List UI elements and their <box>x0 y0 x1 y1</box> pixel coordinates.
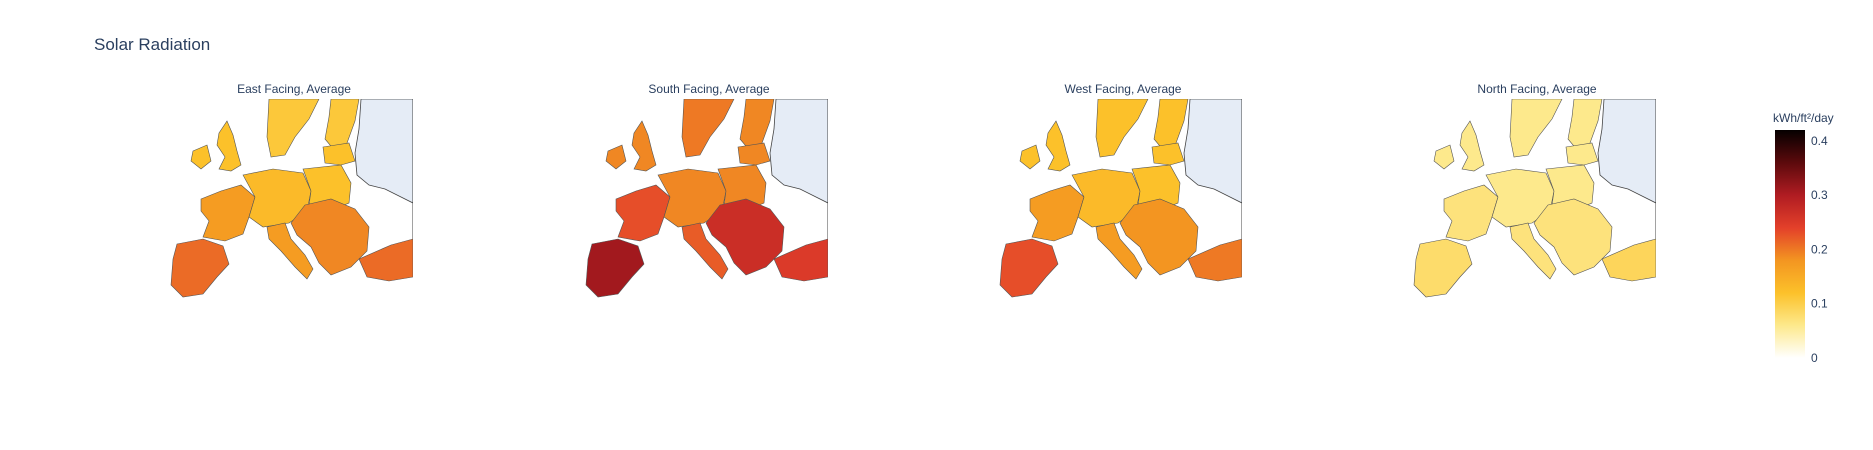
background-land <box>1183 99 1242 204</box>
region-uk[interactable] <box>631 120 657 172</box>
region-turkey[interactable] <box>773 238 828 282</box>
colorbar-tick-label: 0.1 <box>1811 297 1828 311</box>
map-panel-1: East Facing, Average <box>170 82 413 298</box>
region-iberia[interactable] <box>585 238 645 298</box>
colorbar-gradient <box>1775 130 1805 358</box>
panel-title: North Facing, Average <box>1477 82 1597 96</box>
region-ireland[interactable] <box>605 144 627 170</box>
figure-title: Solar Radiation <box>94 35 210 54</box>
region-baltics[interactable] <box>1565 142 1599 166</box>
region-scandinavia[interactable] <box>681 99 735 158</box>
region-baltics[interactable] <box>737 142 771 166</box>
background-land <box>769 99 828 204</box>
region-italy[interactable] <box>1095 222 1143 280</box>
map-geo <box>999 99 1242 298</box>
region-iberia[interactable] <box>170 238 230 298</box>
colorbar-tick-label: 0.4 <box>1811 134 1828 148</box>
map-panels: East Facing, Average South Facing, Averag… <box>170 82 1656 298</box>
panel-title: West Facing, Average <box>1065 82 1182 96</box>
background-land <box>354 99 413 204</box>
region-balkans[interactable] <box>1119 198 1199 276</box>
region-ireland[interactable] <box>1433 144 1455 170</box>
region-italy[interactable] <box>681 222 729 280</box>
region-france[interactable] <box>615 184 671 242</box>
region-france[interactable] <box>1443 184 1499 242</box>
region-turkey[interactable] <box>1601 238 1656 282</box>
region-turkey[interactable] <box>1187 238 1242 282</box>
region-finland[interactable] <box>1567 99 1603 152</box>
region-turkey[interactable] <box>358 238 413 282</box>
colorbar-tick-label: 0.3 <box>1811 188 1828 202</box>
region-iberia[interactable] <box>1413 238 1473 298</box>
region-ireland[interactable] <box>190 144 212 170</box>
region-baltics[interactable] <box>322 142 356 166</box>
region-ireland[interactable] <box>1019 144 1041 170</box>
region-italy[interactable] <box>1509 222 1557 280</box>
region-finland[interactable] <box>739 99 775 152</box>
region-baltics[interactable] <box>1151 142 1185 166</box>
region-balkans[interactable] <box>705 198 785 276</box>
map-panel-4: North Facing, Average <box>1413 82 1656 298</box>
region-balkans[interactable] <box>1533 198 1613 276</box>
background-land <box>1597 99 1656 204</box>
region-finland[interactable] <box>324 99 360 152</box>
colorbar: kWh/ft²/day 0 0.1 0.2 0.3 0.4 <box>1773 111 1834 365</box>
region-uk[interactable] <box>216 120 242 172</box>
colorbar-tick-label: 0.2 <box>1811 242 1828 256</box>
region-scandinavia[interactable] <box>1095 99 1149 158</box>
region-france[interactable] <box>1029 184 1085 242</box>
map-geo <box>1413 99 1656 298</box>
map-geo <box>170 99 413 298</box>
map-geo <box>585 99 828 298</box>
region-iberia[interactable] <box>999 238 1059 298</box>
colorbar-title: kWh/ft²/day <box>1773 111 1834 125</box>
region-italy[interactable] <box>266 222 314 280</box>
map-panel-2: South Facing, Average <box>585 82 828 298</box>
region-scandinavia[interactable] <box>266 99 320 158</box>
map-panel-3: West Facing, Average <box>999 82 1242 298</box>
region-finland[interactable] <box>1153 99 1189 152</box>
panel-title: South Facing, Average <box>648 82 770 96</box>
colorbar-tick-label: 0 <box>1811 351 1818 365</box>
region-scandinavia[interactable] <box>1509 99 1563 158</box>
region-uk[interactable] <box>1045 120 1071 172</box>
region-france[interactable] <box>200 184 256 242</box>
region-uk[interactable] <box>1459 120 1485 172</box>
region-balkans[interactable] <box>290 198 370 276</box>
panel-title: East Facing, Average <box>237 82 351 96</box>
